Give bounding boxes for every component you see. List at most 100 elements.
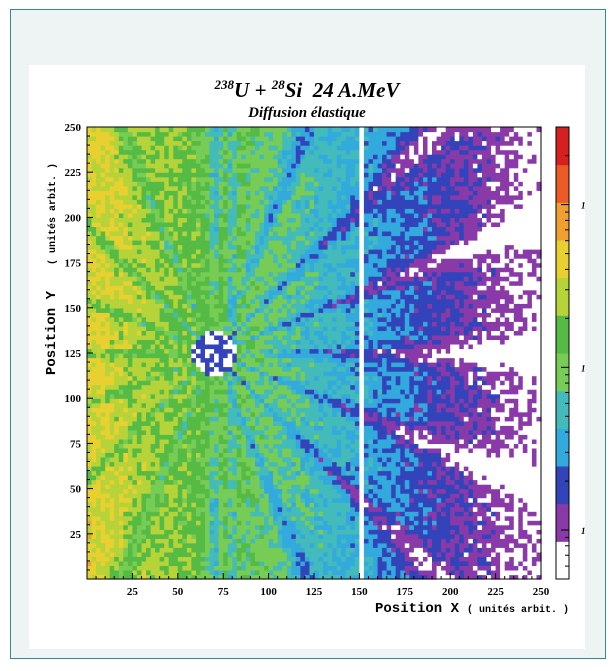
heatmap-cell [127, 258, 134, 264]
heatmap-cell [196, 447, 202, 454]
heatmap-cell [100, 334, 106, 341]
heatmap-cell [173, 353, 179, 359]
heatmap-cell [168, 136, 174, 142]
heatmap-cell [186, 253, 193, 259]
heatmap-cell [105, 452, 111, 458]
heatmap-cell [209, 208, 215, 214]
heatmap-cell [150, 515, 156, 521]
heatmap-cell [136, 262, 143, 268]
heatmap-cell [259, 384, 265, 390]
heatmap-cell [159, 172, 165, 178]
heatmap-cell [209, 479, 215, 485]
heatmap-cell [177, 565, 183, 571]
heatmap-cell [205, 181, 211, 187]
heatmap-cell [114, 556, 120, 562]
heatmap-cell [96, 438, 102, 445]
heatmap-cell [241, 538, 247, 544]
heatmap-cell [146, 565, 152, 571]
heatmap-cell [268, 479, 274, 485]
heatmap-cell [96, 542, 102, 548]
heatmap-cell [227, 402, 233, 408]
heatmap-cell [191, 542, 197, 548]
heatmap-cell [227, 375, 233, 381]
heatmap-cell [155, 520, 161, 526]
heatmap-cell [173, 212, 179, 219]
heatmap-cell [205, 461, 211, 467]
heatmap-cell [223, 334, 229, 341]
heatmap-cell [300, 262, 306, 268]
heatmap-cell [223, 330, 229, 336]
heatmap-cell [159, 316, 165, 322]
heatmap-cell [100, 271, 106, 277]
heatmap-cell [304, 511, 311, 517]
heatmap-cell [100, 429, 106, 435]
heatmap-cell [182, 407, 188, 413]
heatmap-cell [127, 330, 134, 336]
heatmap-cell [132, 190, 138, 196]
heatmap-cell [91, 466, 97, 472]
heatmap-cell [186, 425, 193, 431]
heatmap-cell [186, 181, 193, 187]
heatmap-cell [232, 285, 238, 291]
heatmap-cell [241, 357, 247, 363]
heatmap-cell [150, 190, 156, 196]
heatmap-cell [241, 276, 247, 282]
heatmap-cell [100, 316, 106, 322]
heatmap-cell [250, 511, 256, 517]
heatmap-cell [227, 181, 233, 187]
heatmap-cell [264, 511, 270, 517]
heatmap-cell [236, 502, 242, 508]
heatmap-cell [214, 208, 220, 214]
heatmap-cell [214, 506, 220, 512]
heatmap-cell [105, 479, 111, 485]
heatmap-cell [87, 411, 93, 417]
heatmap-cell [291, 208, 297, 214]
heatmap-cell [250, 289, 256, 295]
heatmap-cell [177, 199, 183, 205]
heatmap-cell [109, 131, 115, 137]
heatmap-cell [141, 398, 147, 404]
heatmap-cell [91, 221, 97, 228]
heatmap-cell [295, 429, 301, 435]
heatmap-cell [141, 212, 147, 219]
heatmap-cell [255, 380, 261, 386]
heatmap-cell [114, 551, 120, 558]
heatmap-cell [150, 298, 156, 304]
heatmap-cell [282, 267, 288, 273]
heatmap-cell [168, 316, 174, 322]
heatmap-cell [236, 199, 242, 205]
heatmap-cell [223, 497, 229, 503]
heatmap-cell [214, 375, 220, 381]
heatmap-cell [141, 411, 147, 417]
heatmap-cell [191, 393, 197, 399]
heatmap-cell [132, 353, 138, 359]
heatmap-cell [200, 280, 206, 286]
heatmap-cell [304, 538, 311, 544]
heatmap-cell [241, 334, 247, 341]
heatmap-cell [268, 253, 274, 259]
heatmap-cell [141, 443, 147, 449]
target-label: Si [284, 78, 303, 102]
heatmap-cell [182, 339, 188, 345]
heatmap-cell [232, 461, 238, 467]
heatmap-cell [109, 506, 115, 512]
heatmap-cell [264, 506, 270, 512]
heatmap-cell [141, 542, 147, 548]
heatmap-cell [132, 344, 138, 350]
heatmap-cell [150, 425, 156, 431]
heatmap-cell [182, 506, 188, 512]
heatmap-cell [159, 556, 165, 562]
heatmap-cell [286, 235, 292, 241]
heatmap-cell [295, 438, 301, 445]
heatmap-cell [114, 384, 120, 390]
heatmap-cell [273, 470, 279, 476]
heatmap-cell [277, 366, 283, 372]
heatmap-cell [196, 542, 202, 548]
heatmap-cell [168, 289, 174, 295]
heatmap-cell [114, 429, 120, 435]
heatmap-cell [123, 154, 129, 160]
heatmap-cell [150, 249, 156, 255]
heatmap-cell [277, 389, 283, 395]
heatmap-cell [259, 276, 265, 282]
heatmap-cell [150, 267, 156, 273]
